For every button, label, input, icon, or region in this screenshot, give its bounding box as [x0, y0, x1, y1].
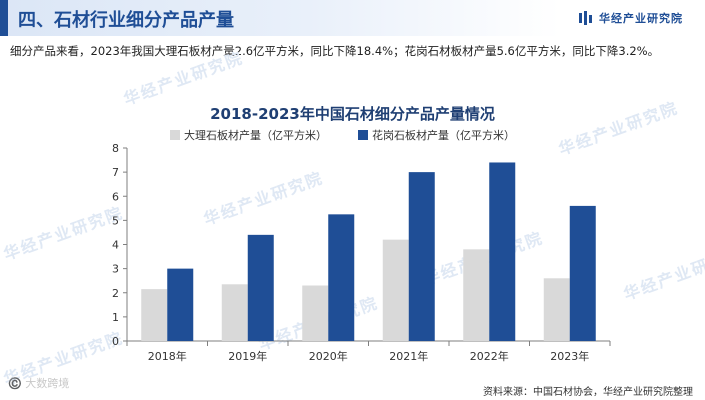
header-bar: 四、石材行业细分产品产量 华经产业研究院 — [0, 0, 705, 36]
bar-marble — [463, 249, 490, 341]
y-tick-label: 1 — [112, 311, 119, 324]
bar-marble — [302, 285, 329, 341]
bar-marble — [543, 278, 570, 341]
bar-marble — [221, 284, 248, 341]
chart-title: 2018-2023年中国石材细分产品产量情况 — [210, 105, 495, 123]
y-tick-label: 6 — [112, 190, 119, 203]
y-tick-label: 8 — [112, 142, 119, 155]
legend-swatch — [170, 130, 180, 140]
header-band — [0, 0, 560, 36]
bar-granite — [247, 234, 274, 341]
y-tick-label: 2 — [112, 287, 119, 300]
bar-marble — [382, 239, 409, 341]
brand: 华经产业研究院 — [579, 10, 683, 26]
brand-logo-icon — [579, 11, 592, 25]
y-tick-label: 4 — [112, 239, 119, 252]
header-accent — [0, 0, 8, 36]
bar-granite — [569, 205, 596, 341]
y-tick-label: 7 — [112, 166, 119, 179]
y-tick-label: 0 — [112, 335, 119, 348]
bar-granite — [489, 162, 516, 341]
legend-swatch — [358, 130, 368, 140]
bar-granite — [167, 268, 194, 341]
y-tick-label: 5 — [112, 214, 119, 227]
brand-name: 华经产业研究院 — [599, 12, 683, 25]
legend-label: 大理石板材产量（亿平方米） — [184, 128, 327, 142]
bar-granite — [328, 214, 355, 341]
bar-granite — [408, 172, 435, 341]
summary-text: 细分产品来看，2023年我国大理石板材产量2.6亿平方米，同比下降18.4%；花… — [10, 44, 660, 58]
y-tick-label: 3 — [112, 263, 119, 276]
section-title: 四、石材行业细分产品产量 — [18, 10, 234, 31]
x-tick-label: 2019年 — [228, 349, 267, 363]
x-tick-label: 2023年 — [550, 349, 589, 363]
x-tick-label: 2018年 — [148, 349, 187, 363]
x-tick-label: 2021年 — [389, 349, 428, 363]
source-note: 资料来源：中国石材协会，华经产业研究院整理 — [483, 387, 693, 398]
x-tick-label: 2022年 — [470, 349, 509, 363]
bar-marble — [141, 289, 168, 341]
corner-watermark: ©️ 大数跨境 — [8, 377, 70, 390]
x-tick-label: 2020年 — [309, 349, 348, 363]
legend-label: 花岗石板材产量（亿平方米） — [372, 128, 515, 142]
